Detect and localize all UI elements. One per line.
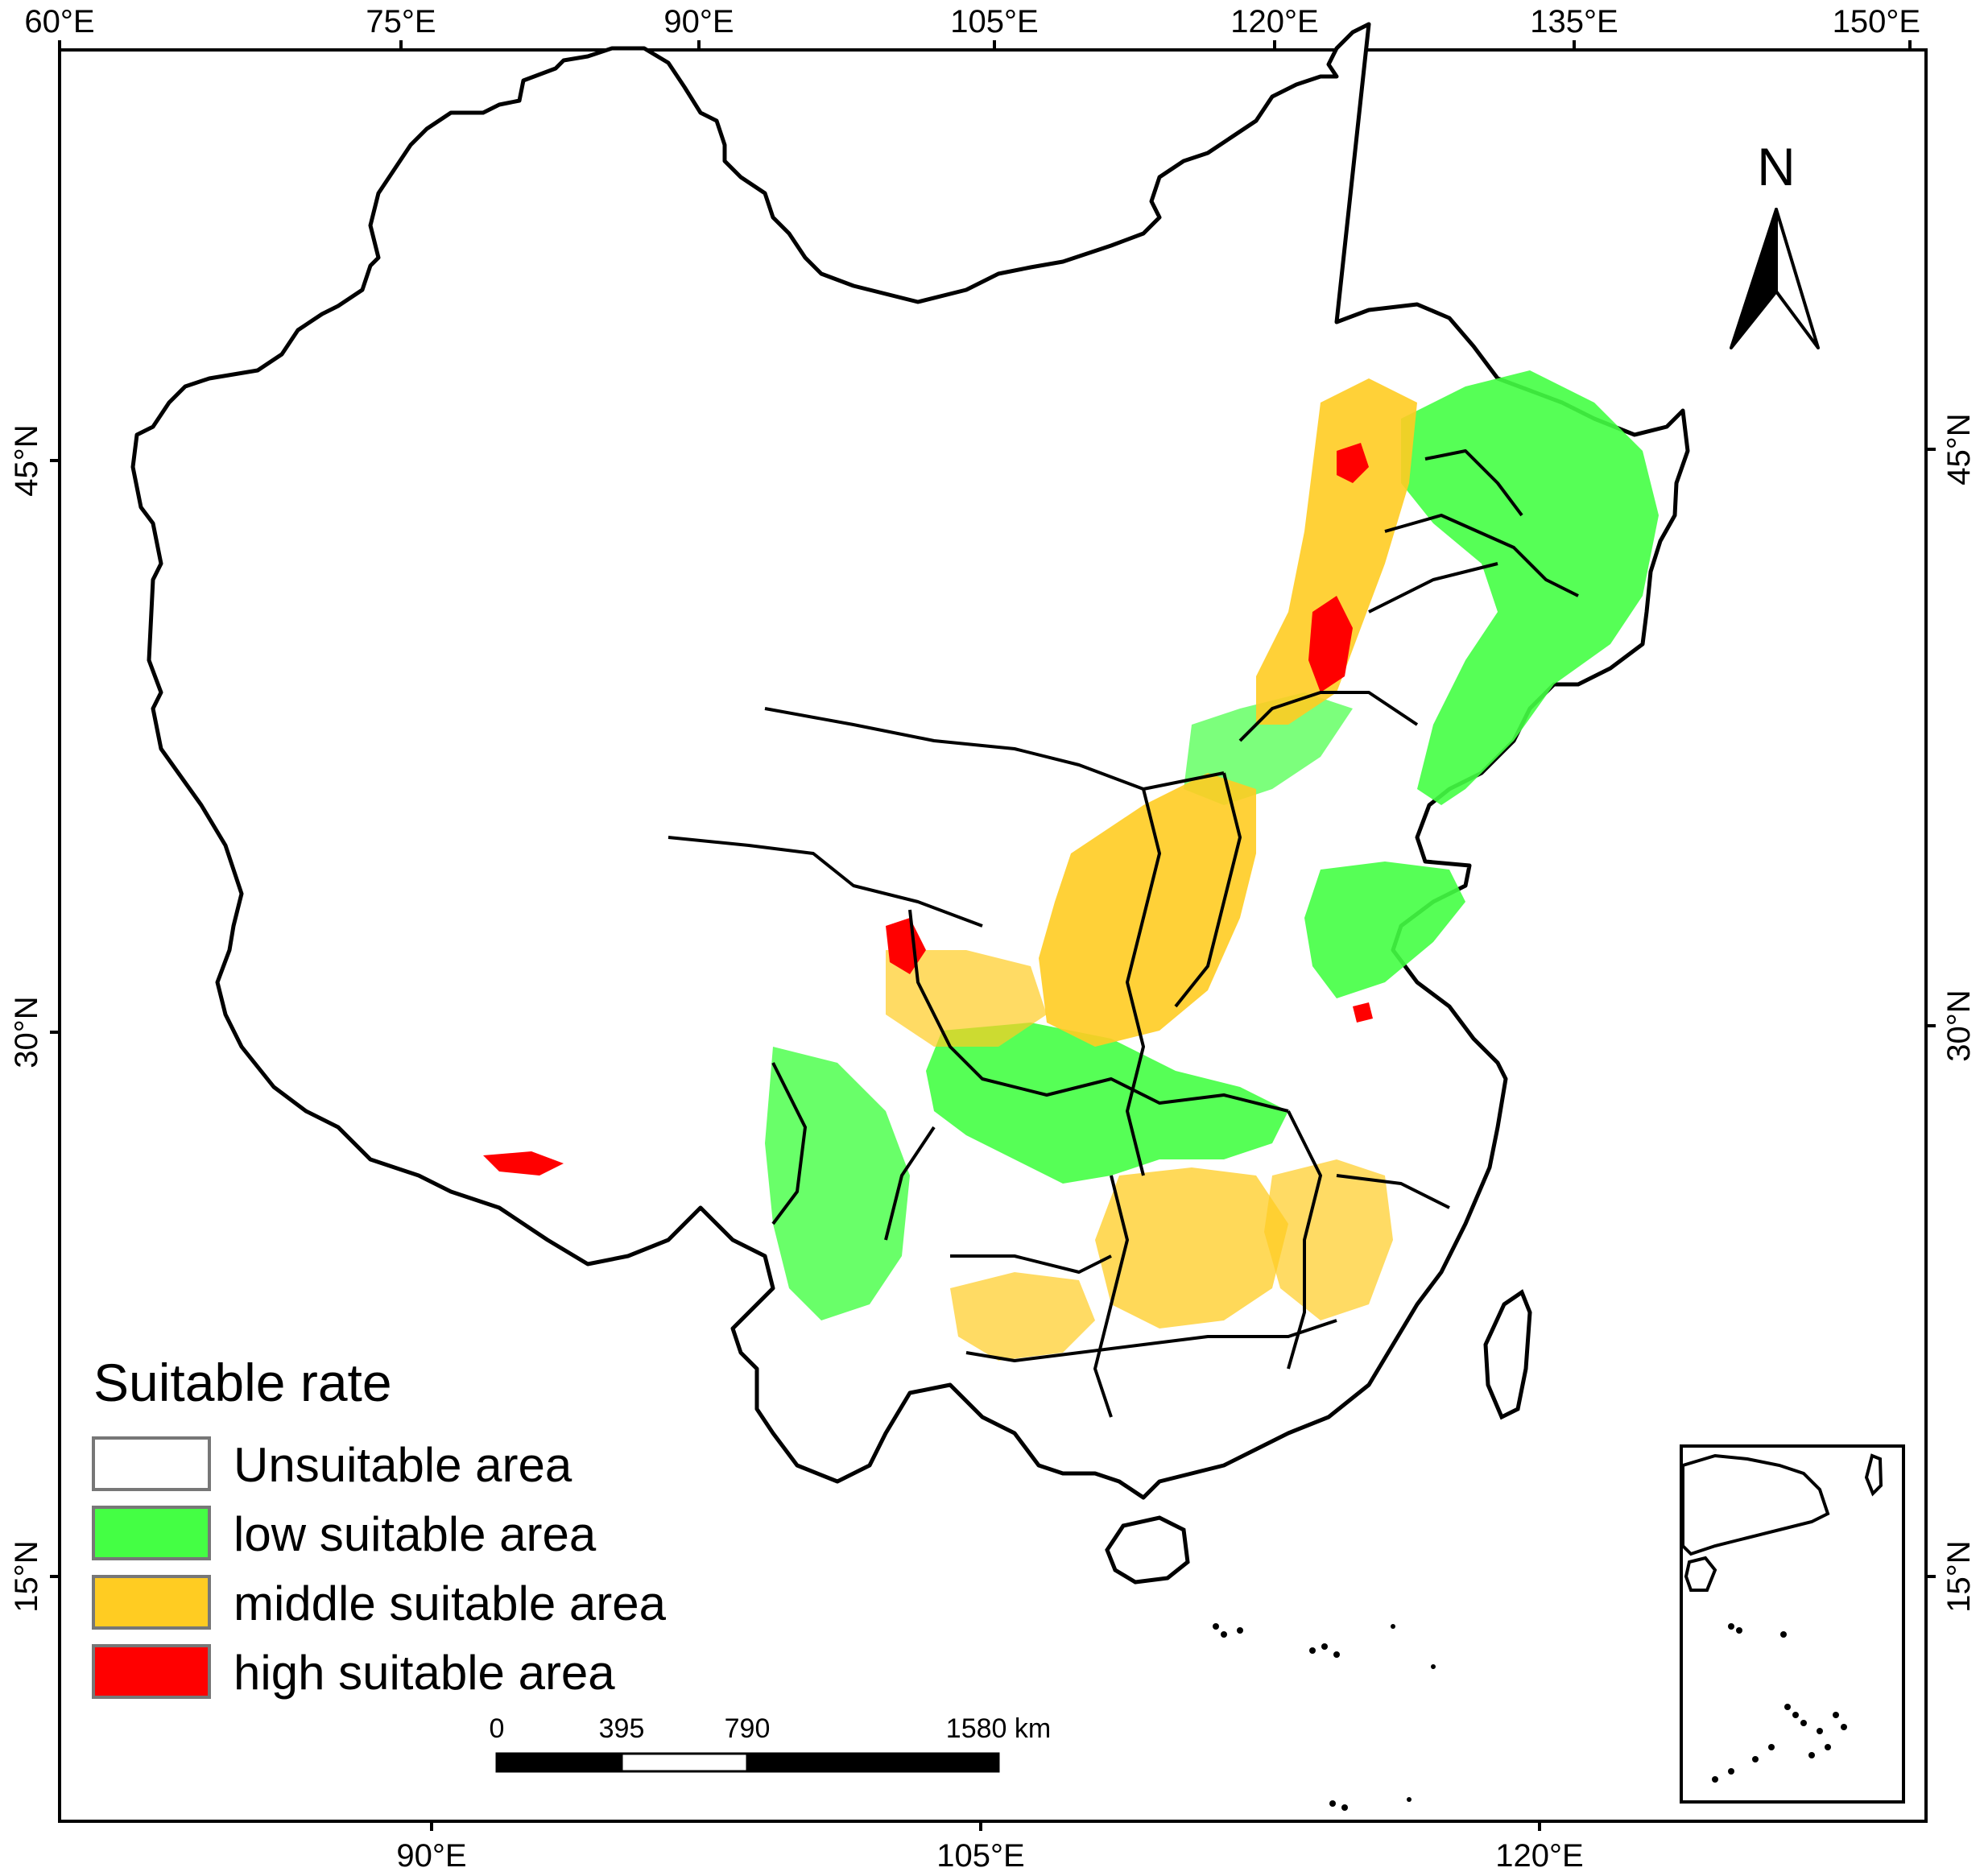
scale-label-395: 395: [599, 1713, 645, 1744]
inset-map: [1680, 1444, 1905, 1804]
high-suitable-region: [1353, 1002, 1373, 1023]
top-tick-label: 105°E: [950, 4, 1038, 39]
right-tick-label: 45°N: [1941, 413, 1977, 485]
north-arrow-label: N: [1757, 137, 1796, 196]
taiwan-outline: [1483, 1289, 1532, 1420]
top-tick-label: 60°E: [24, 4, 94, 39]
top-tick-label: 150°E: [1833, 4, 1920, 39]
bottom-tick-label: 105°E: [936, 1838, 1024, 1874]
legend-label-low: low suitable area: [234, 1507, 597, 1561]
scale-label-0: 0: [490, 1713, 505, 1744]
high-suitable-region: [1337, 443, 1369, 483]
legend-title: Suitable rate: [93, 1353, 392, 1412]
left-axis: [50, 459, 60, 1578]
scale-bar: 0 395 790 1580 km: [490, 1713, 1051, 1773]
hainan-outline: [1105, 1515, 1190, 1585]
legend-label-high: high suitable area: [234, 1646, 615, 1700]
low-suitable-region: [1401, 370, 1659, 805]
right-tick-label: 15°N: [1941, 1540, 1977, 1612]
suitability-layer: [483, 370, 1659, 1361]
middle-suitable-region: [1256, 378, 1417, 725]
low-suitable-region: [926, 1023, 1288, 1184]
south-china-sea-islands: [1213, 1623, 1436, 1811]
right-axis: [1926, 448, 1936, 1578]
province-boundaries: [668, 449, 1579, 1418]
high-suitable-region: [483, 1151, 564, 1176]
legend-swatch-unsuitable: [92, 1436, 211, 1491]
middle-suitable-region: [950, 1272, 1095, 1361]
low-suitable-region: [765, 1047, 910, 1320]
bottom-axis: [430, 1821, 1541, 1831]
top-axis: [58, 40, 1912, 50]
top-tick-label: 120°E: [1230, 4, 1318, 39]
top-tick-label: 135°E: [1530, 4, 1618, 39]
scale-label-790: 790: [725, 1713, 771, 1744]
middle-suitable-region: [1039, 773, 1256, 1047]
legend-label-unsuitable: Unsuitable area: [234, 1438, 572, 1492]
middle-suitable-region: [1095, 1167, 1288, 1328]
low-suitable-region: [1304, 862, 1465, 998]
left-tick-label: 30°N: [9, 996, 44, 1068]
left-tick-label: 45°N: [9, 424, 44, 496]
high-suitable-region: [1308, 596, 1353, 692]
middle-suitable-region: [1264, 1159, 1393, 1320]
top-tick-label: 90°E: [663, 4, 734, 39]
legend-swatch-high: [92, 1644, 211, 1699]
top-tick-label: 75°E: [366, 4, 436, 39]
middle-suitable-region: [886, 950, 1047, 1047]
legend-swatch-low: [92, 1506, 211, 1560]
north-arrow-icon: N: [1730, 137, 1820, 349]
right-tick-label: 30°N: [1941, 990, 1977, 1061]
scale-label-1580: 1580 km: [946, 1713, 1051, 1744]
bottom-tick-label: 90°E: [396, 1838, 466, 1874]
bottom-tick-label: 120°E: [1495, 1838, 1583, 1874]
legend: Suitable rate Unsuitable area low suitab…: [92, 1353, 667, 1700]
legend-swatch-middle: [92, 1575, 211, 1630]
legend-label-middle: middle suitable area: [234, 1576, 667, 1630]
left-tick-label: 15°N: [9, 1540, 44, 1612]
